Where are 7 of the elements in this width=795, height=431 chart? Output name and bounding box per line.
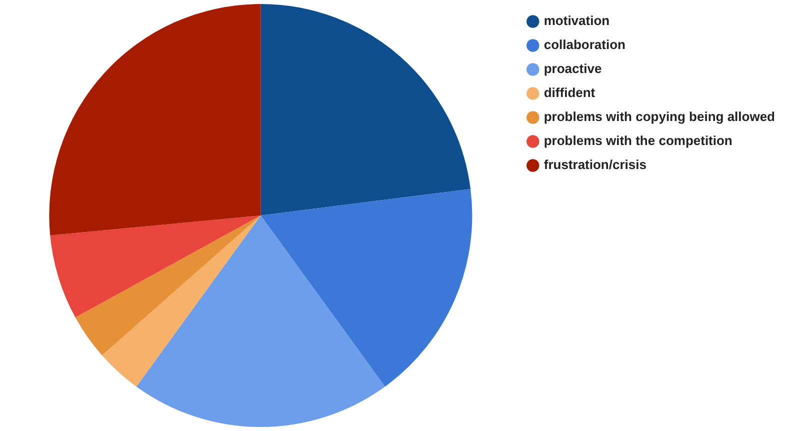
- legend-label: motivation: [544, 13, 610, 28]
- legend-label: collaboration: [544, 37, 626, 52]
- legend-label: proactive: [544, 61, 602, 76]
- legend-label: diffident: [544, 85, 596, 100]
- legend-label: problems with copying being allowed: [544, 109, 776, 124]
- legend-label: frustration/crisis: [544, 157, 646, 172]
- legend-label: problems with the competition: [544, 133, 732, 148]
